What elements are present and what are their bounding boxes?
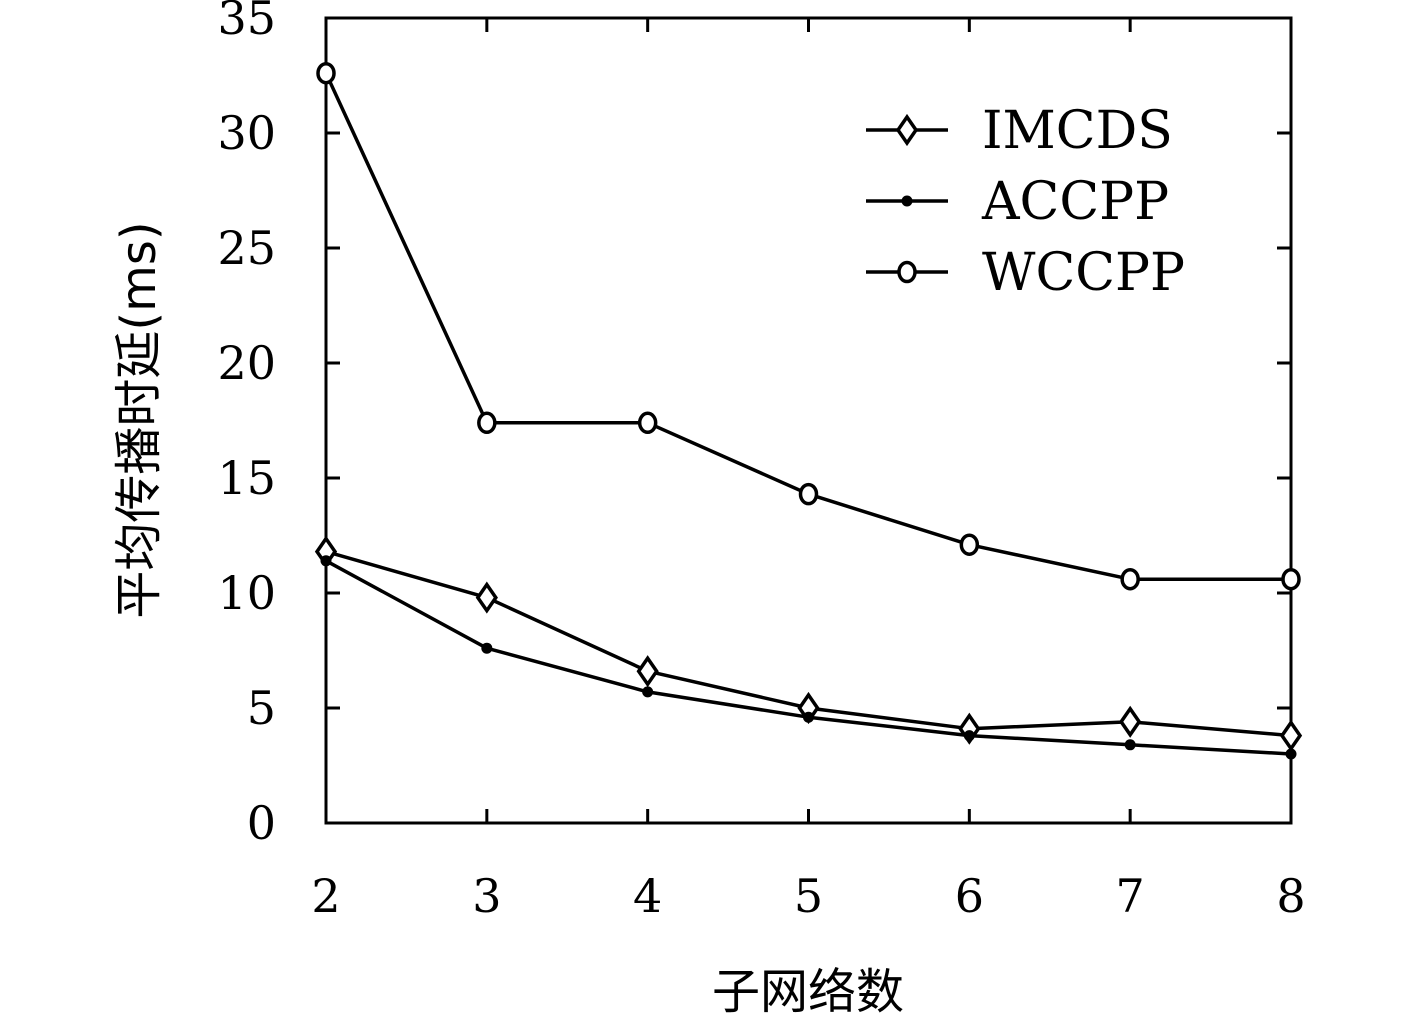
circle-marker	[477, 411, 497, 435]
dot-marker	[901, 195, 913, 207]
series-layer	[314, 61, 1303, 760]
x-axis-tick-labels: 2 3 4 5 6 7 8	[311, 869, 1305, 923]
diamond-marker	[1279, 719, 1303, 752]
circle-marker	[1281, 567, 1301, 591]
dot-marker	[1285, 748, 1297, 760]
legend: IMCDS ACCPP WCCPP	[866, 101, 1185, 303]
legend-label: WCCPP	[982, 243, 1185, 303]
x-tick-label: 3	[472, 869, 501, 923]
y-axis-label: 平均传播时延(ms)	[111, 221, 167, 618]
dot-marker	[481, 642, 493, 654]
y-axis-tick-labels: 0 5 10 15 20 25 30 35	[217, 0, 276, 850]
x-tick-label: 6	[955, 869, 984, 923]
circle-marker	[637, 411, 658, 435]
dot-marker	[642, 686, 654, 698]
series-accpp	[320, 555, 1297, 760]
series-wccpp	[316, 61, 1301, 591]
dot-marker	[320, 555, 332, 567]
legend-entry-wccpp: WCCPP	[866, 243, 1185, 303]
circle-marker	[316, 61, 336, 85]
x-tick-label: 2	[311, 869, 340, 923]
diamond-marker	[636, 655, 659, 688]
y-tick-label: 35	[217, 0, 276, 45]
legend-label: ACCPP	[981, 172, 1169, 232]
x-tick-label: 5	[794, 869, 823, 923]
y-tick-label: 20	[217, 336, 276, 390]
y-tick-label: 15	[217, 451, 276, 505]
y-tick-label: 10	[217, 566, 276, 620]
x-tick-label: 7	[1116, 869, 1145, 923]
y-tick-label: 25	[217, 221, 276, 275]
circle-marker	[1120, 567, 1140, 591]
x-tick-label: 8	[1276, 869, 1305, 923]
dot-marker	[803, 711, 814, 723]
axis-ticks	[324, 16, 1293, 825]
legend-label: IMCDS	[982, 101, 1173, 161]
series-line	[325, 559, 1292, 756]
x-tick-label: 4	[633, 869, 662, 923]
y-tick-label: 0	[247, 796, 276, 850]
diamond-marker	[895, 113, 919, 147]
circle-marker	[959, 533, 980, 556]
legend-entry-imcds: IMCDS	[866, 101, 1173, 161]
diamond-marker	[475, 581, 498, 614]
y-tick-label: 5	[247, 681, 276, 735]
dot-marker	[1124, 739, 1136, 751]
dot-marker	[963, 730, 975, 742]
diamond-marker	[1119, 705, 1142, 738]
circle-marker	[897, 260, 917, 284]
x-axis-label: 子网络数	[712, 964, 904, 1020]
legend-entry-accpp: ACCPP	[866, 172, 1169, 232]
y-tick-label: 30	[217, 106, 276, 160]
circle-marker	[798, 482, 819, 506]
